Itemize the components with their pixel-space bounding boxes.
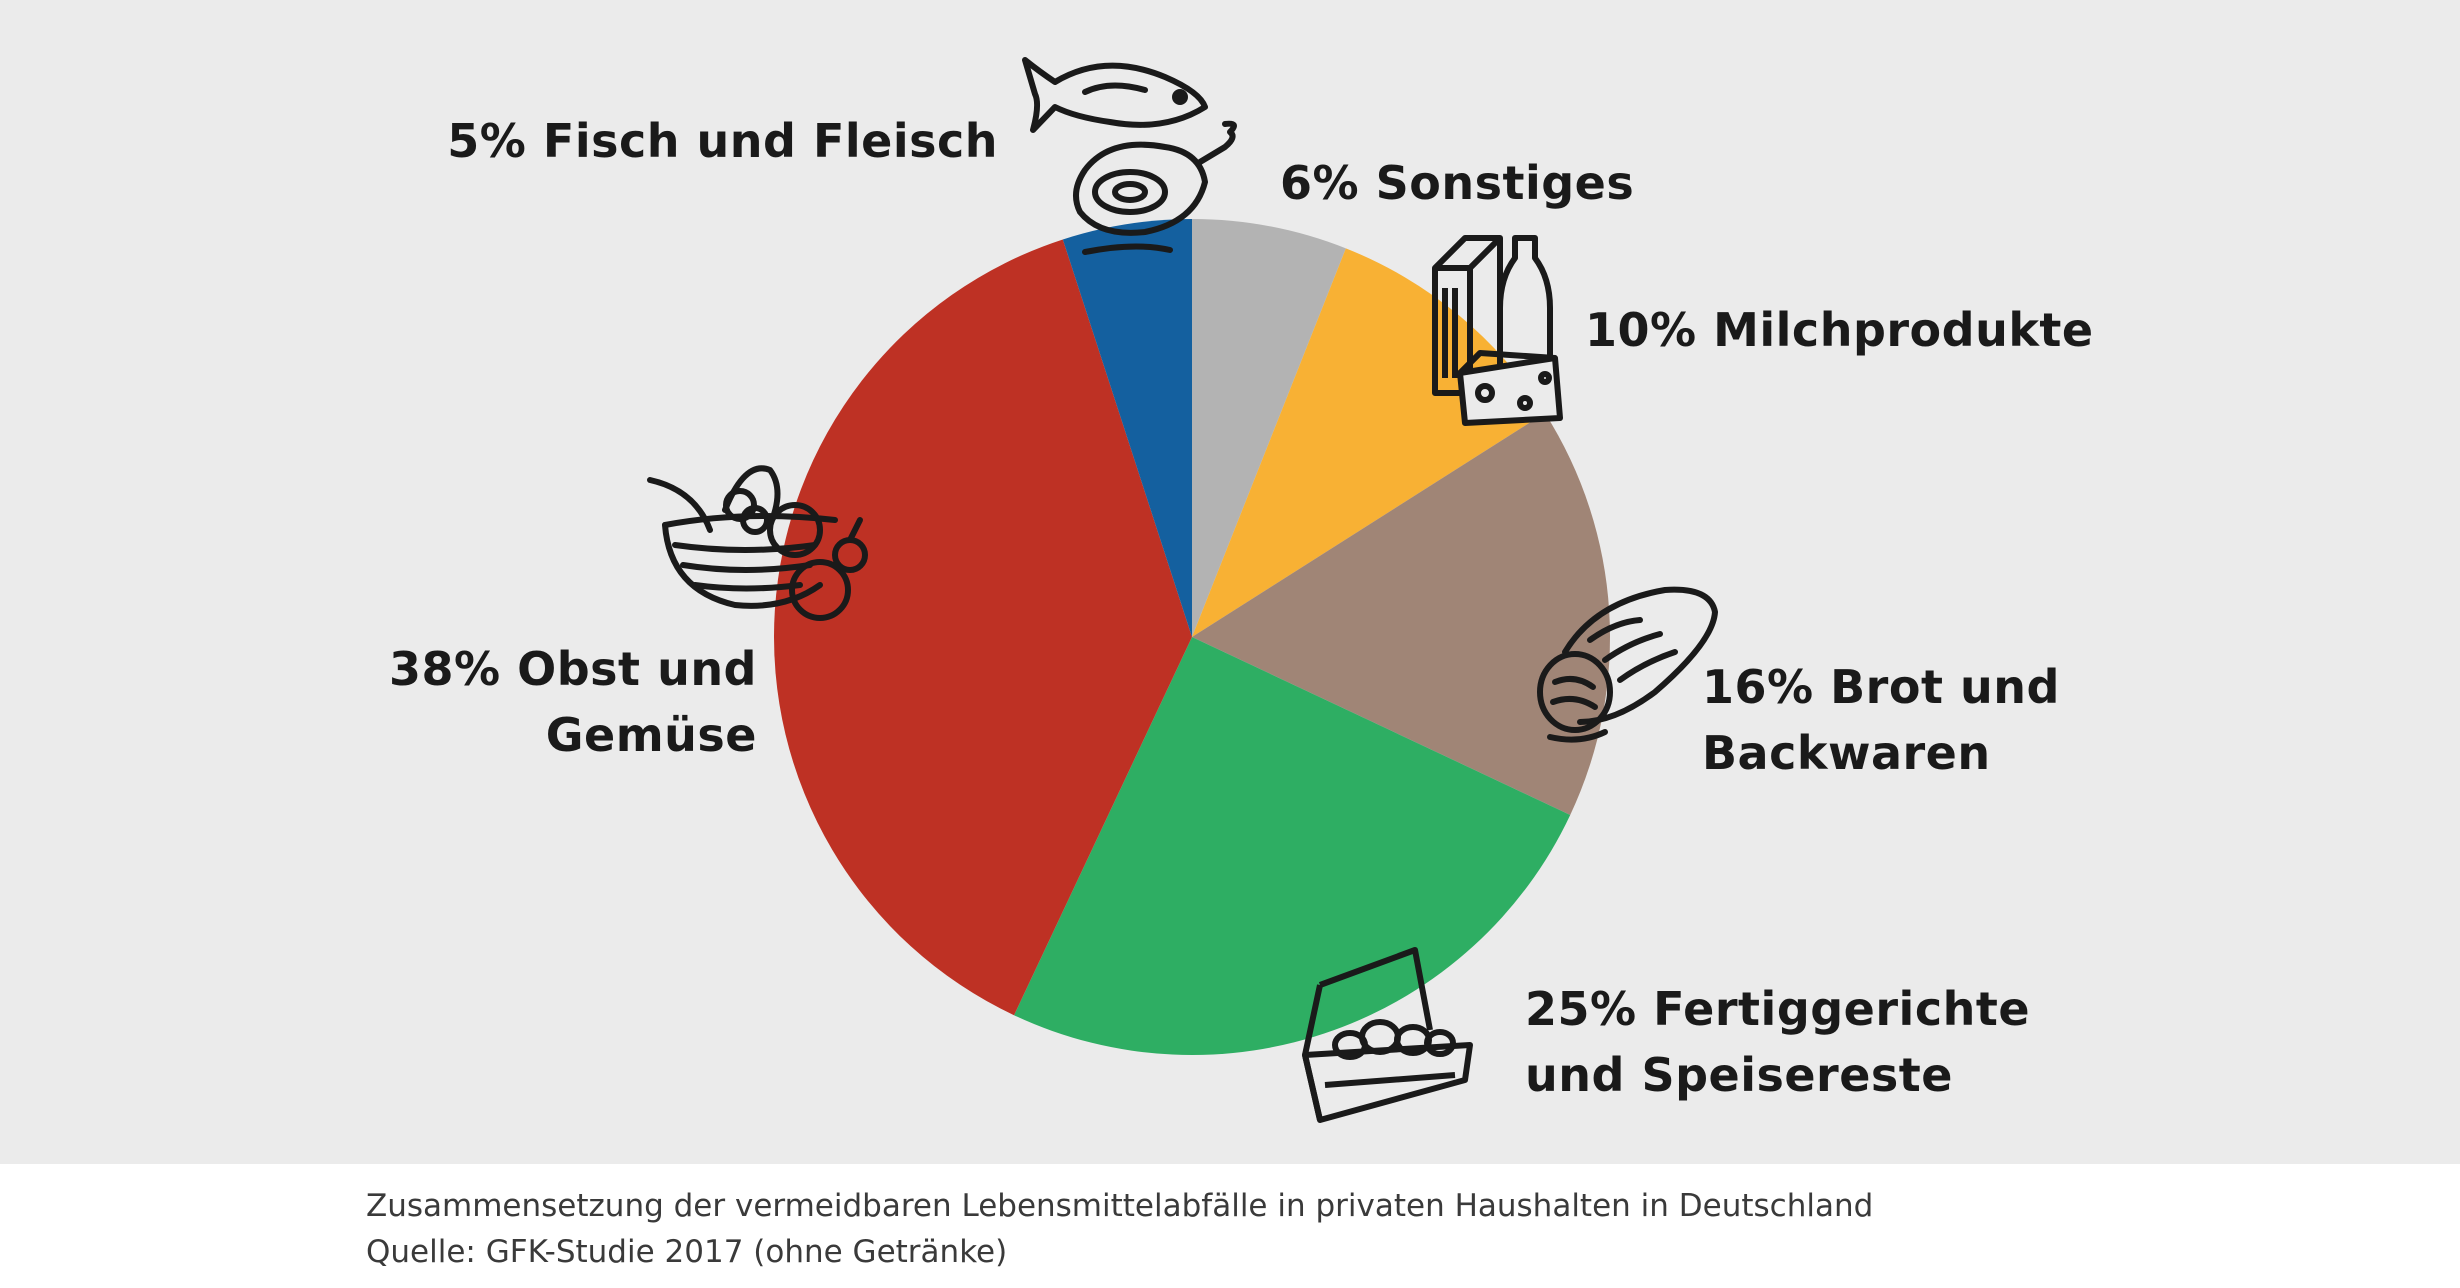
pie-slice-fertiggerichte-und-speisereste <box>1014 637 1571 1055</box>
label-obst-und-gemuese: 38% Obst und Gemüse <box>389 642 757 762</box>
label-sonstiges: 6% Sonstiges <box>1280 156 1635 210</box>
label-fertiggerichte: 25% Fertiggerichte und Speisereste <box>1525 982 2031 1102</box>
label-fisch-und-fleisch: 5% Fisch und Fleisch <box>447 114 998 168</box>
pie-slice-fisch-und-fleisch <box>1062 219 1192 637</box>
pie-slice-sonstiges <box>1192 219 1346 637</box>
fruit-basket-icon <box>645 450 880 630</box>
fish-and-ham-icon <box>1015 52 1245 255</box>
label-milchprodukte: 10% Milchprodukte <box>1585 303 2094 357</box>
pie-slice-brot-und-backwaren <box>1192 413 1610 815</box>
label-brot-und-backwaren: 16% Brot und Backwaren <box>1702 660 2060 780</box>
bread-loaf-icon <box>1535 582 1725 743</box>
milk-carton-and-cheese-icon <box>1425 228 1565 428</box>
pie-slice-obst-und-gemüse <box>773 239 1192 1016</box>
caption-description: Zusammensetzung der vermeidbaren Lebensm… <box>366 1188 1874 1224</box>
pie-chart <box>773 219 1610 1055</box>
lunchbox-icon <box>1295 945 1480 1125</box>
pie-slices <box>773 219 1610 1055</box>
caption-source: Quelle: GFK-Studie 2017 (ohne Getränke) <box>366 1234 1008 1270</box>
